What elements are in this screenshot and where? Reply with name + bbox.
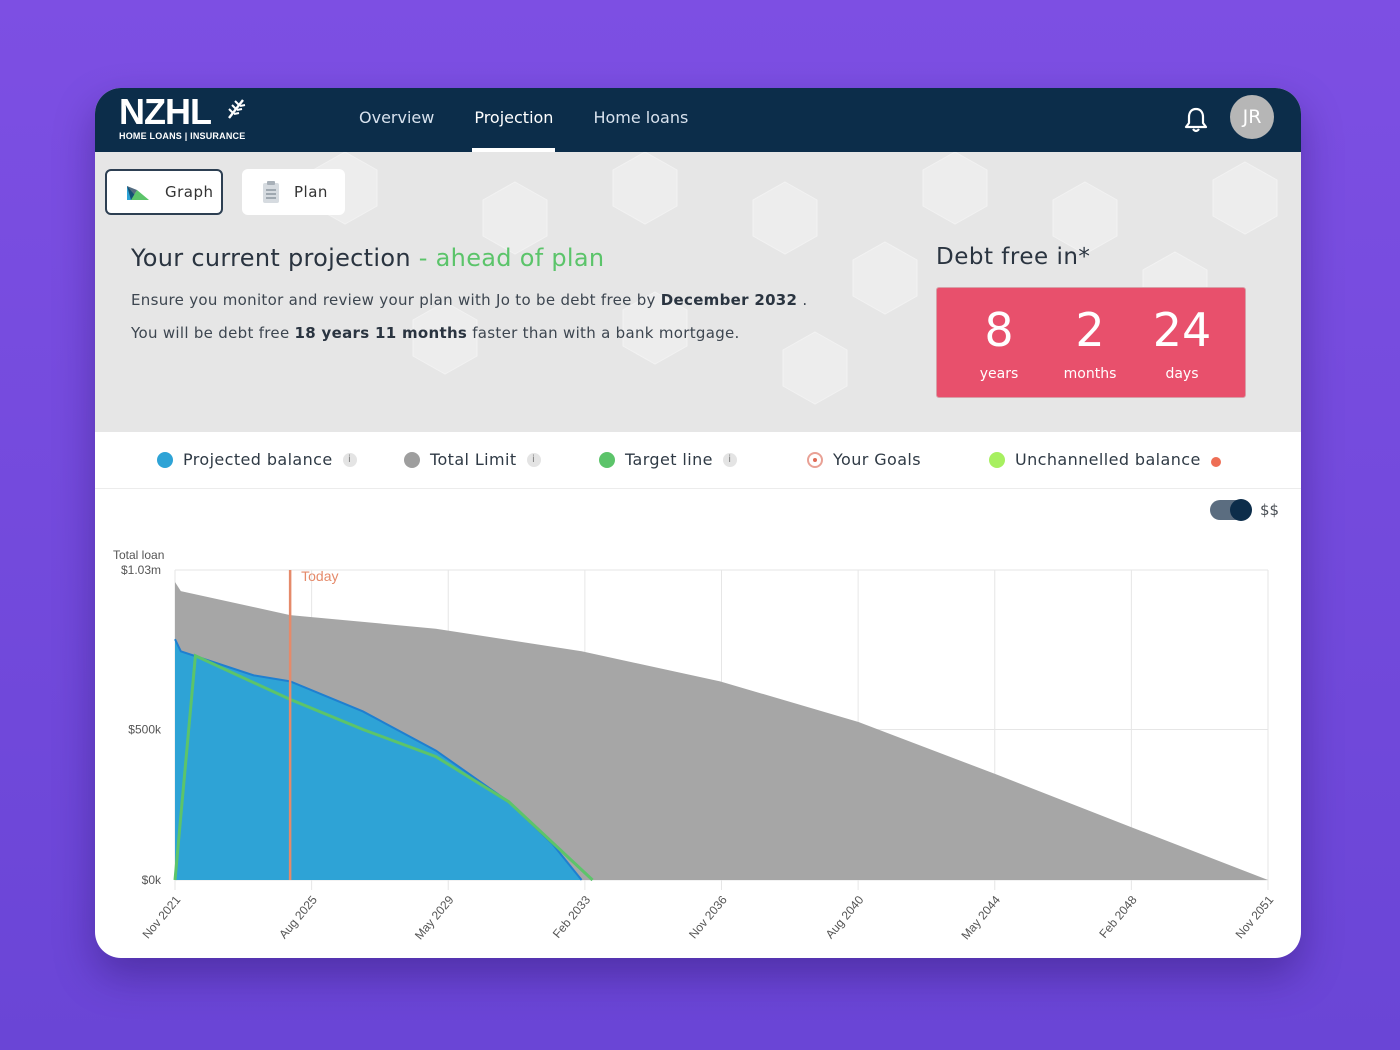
projection-message-1: Ensure you monitor and review your plan …: [131, 291, 807, 309]
top-navbar: NZHL HOME LOANS | INSURANCE Overview Pro…: [95, 88, 1301, 152]
legend-target-line[interactable]: Target line i: [599, 450, 737, 469]
x-tick-label: Nov 2036: [686, 893, 730, 942]
main-nav: Overview Projection Home loans: [339, 88, 708, 152]
projected-balance-area: [175, 639, 582, 880]
bell-icon[interactable]: [1183, 106, 1209, 134]
projection-summary: Graph Plan Your current projection - ahe…: [95, 152, 1301, 432]
legend-marker: [157, 451, 173, 468]
projection-title: Your current projection - ahead of plan: [131, 244, 604, 272]
countdown-months: 2 months: [1045, 300, 1135, 382]
graph-icon: [127, 186, 149, 200]
countdown-days: 24 days: [1137, 300, 1227, 382]
message-1-text: Ensure you monitor and review your plan …: [131, 291, 661, 309]
x-tick-label: Feb 2048: [1096, 893, 1140, 941]
brand-logo[interactable]: NZHL HOME LOANS | INSURANCE: [119, 91, 246, 142]
years-value: 8: [984, 303, 1014, 357]
y-tick-label: $500k: [128, 723, 162, 737]
countdown-years: 8 years: [954, 300, 1044, 382]
fern-leaf-icon: [228, 99, 246, 119]
currency-toggle-label: $$: [1260, 501, 1280, 519]
legend-marker: [989, 451, 1005, 468]
info-icon[interactable]: i: [722, 452, 737, 467]
brand-name: NZHL: [119, 91, 212, 132]
tab-home-loans[interactable]: Home loans: [593, 108, 689, 127]
time-saved: 18 years 11 months: [294, 324, 468, 342]
info-icon[interactable]: i: [342, 452, 357, 467]
x-tick-label: May 2044: [958, 893, 1003, 943]
currency-toggle-switch[interactable]: [1210, 499, 1252, 521]
legend-marker: [599, 451, 615, 468]
days-label: days: [1165, 366, 1199, 382]
debt-free-date: December 2032: [660, 291, 798, 309]
debt-free-countdown: 8 years 2 months 24 days: [936, 287, 1246, 398]
x-tick-label: Nov 2021: [140, 893, 184, 942]
legend-label: Projected balance: [183, 450, 333, 469]
message-2-text: You will be debt free: [131, 324, 295, 342]
app-window: NZHL HOME LOANS | INSURANCE Overview Pro…: [95, 88, 1301, 958]
years-label: years: [979, 366, 1019, 382]
legend-total-limit[interactable]: Total Limit i: [404, 450, 541, 469]
legend-unchannelled-balance[interactable]: Unchannelled balance: [989, 450, 1221, 469]
y-tick-label: $1.03m: [121, 563, 161, 577]
brand-tagline: HOME LOANS | INSURANCE: [119, 131, 246, 141]
projection-status: - ahead of plan: [418, 244, 605, 272]
info-icon[interactable]: i: [526, 452, 541, 467]
legend-marker: [404, 451, 420, 468]
x-tick-label: Aug 2025: [276, 893, 320, 942]
plan-view-button[interactable]: Plan: [242, 169, 345, 215]
debt-free-title: Debt free in*: [936, 244, 1091, 270]
legend-label: Target line: [625, 450, 713, 469]
legend-label: Total Limit: [430, 450, 517, 469]
y-axis-title: Total loan: [113, 548, 164, 562]
x-tick-label: May 2029: [412, 893, 457, 943]
months-label: months: [1063, 366, 1117, 382]
projection-title-text: Your current projection: [131, 244, 411, 272]
user-avatar[interactable]: JR: [1230, 95, 1274, 139]
chart-legend: Projected balance i Total Limit i Target…: [95, 432, 1301, 489]
x-tick-label: Nov 2051: [1233, 893, 1277, 942]
projection-chart: Total loan $1.03m $500k $0k Nov 2021 Aug 20…: [113, 548, 1277, 943]
x-tick-label: Aug 2040: [823, 893, 867, 942]
months-value: 2: [1075, 303, 1105, 357]
projection-message-2: You will be debt free 18 years 11 months…: [131, 324, 740, 342]
tab-overview[interactable]: Overview: [359, 108, 435, 127]
clipboard-icon: [263, 181, 279, 203]
message-1-end: .: [797, 291, 808, 309]
target-line-series: [173, 653, 594, 882]
graph-view-label: Graph: [165, 183, 214, 201]
y-tick-label: $0k: [142, 873, 162, 887]
legend-your-goals[interactable]: Your Goals: [807, 450, 921, 469]
plan-view-label: Plan: [294, 183, 328, 201]
today-marker-label: Today: [301, 568, 338, 584]
warning-icon[interactable]: [1210, 456, 1221, 467]
legend-label: Unchannelled balance: [1015, 450, 1201, 469]
message-2-end: faster than with a bank mortgage.: [467, 324, 740, 342]
legend-projected-balance[interactable]: Projected balance i: [157, 450, 357, 469]
toggle-knob: [1230, 499, 1252, 521]
graph-view-button[interactable]: Graph: [105, 169, 223, 215]
days-value: 24: [1152, 303, 1212, 357]
tab-projection[interactable]: Projection: [454, 88, 573, 152]
legend-label: Your Goals: [833, 450, 922, 469]
target-icon: [807, 451, 823, 468]
x-tick-label: Feb 2033: [550, 893, 594, 941]
